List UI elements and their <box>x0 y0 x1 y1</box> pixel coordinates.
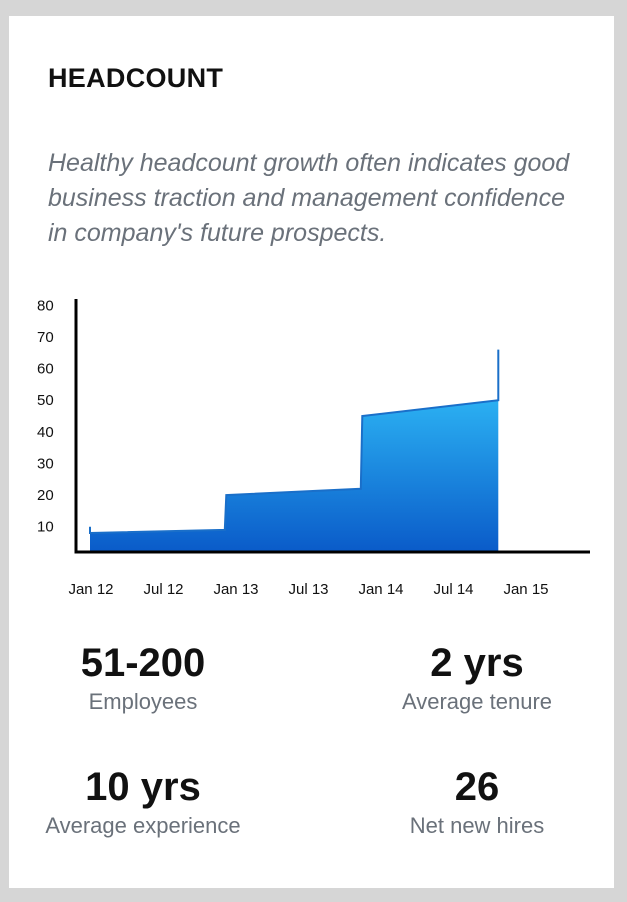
x-tick-label: Jan 14 <box>358 581 403 598</box>
x-tick-label: Jan 15 <box>503 581 548 598</box>
y-tick-label: 50 <box>37 392 54 409</box>
stat-net-new-hires-value: 26 <box>454 765 500 809</box>
stat-average-experience-label: Average experience <box>45 813 241 838</box>
headcount-card: HEADCOUNT Healthy headcount growth often… <box>9 16 614 888</box>
y-tick-label: 10 <box>37 519 54 536</box>
stat-net-new-hires: 26 Net new hires <box>347 764 607 840</box>
y-tick-label: 40 <box>37 424 54 441</box>
section-description: Healthy headcount growth often indicates… <box>48 149 570 247</box>
stat-employees-value: 51-200 <box>80 641 206 685</box>
section-title: HEADCOUNT <box>48 63 224 93</box>
y-tick-label: 70 <box>37 329 54 346</box>
headcount-chart: 10 20 30 40 50 60 70 80 Jan 12 Jul 12 Jan 13 Jul 1… <box>37 297 590 598</box>
x-tick-label: Jul 12 <box>143 581 183 598</box>
stat-average-tenure-label: Average tenure <box>401 689 553 714</box>
area-line <box>89 349 500 535</box>
area-fill <box>90 400 499 552</box>
stat-net-new-hires-label: Net new hires <box>409 813 545 838</box>
x-tick-label: Jan 12 <box>68 581 113 598</box>
stat-average-experience: 10 yrs Average experience <box>13 764 273 840</box>
y-tick-label: 60 <box>37 361 54 378</box>
x-tick-label: Jul 13 <box>288 581 328 598</box>
stat-average-experience-value: 10 yrs <box>85 765 201 809</box>
stat-employees-label: Employees <box>88 689 198 714</box>
y-tick-label: 80 <box>37 297 54 314</box>
stat-average-tenure-value: 2 yrs <box>430 641 524 685</box>
x-tick-label: Jan 13 <box>213 581 258 598</box>
y-tick-label: 20 <box>37 487 54 504</box>
y-tick-label: 30 <box>37 455 54 472</box>
x-tick-label: Jul 14 <box>433 581 473 598</box>
stat-average-tenure: 2 yrs Average tenure <box>347 640 607 716</box>
stat-employees: 51-200 Employees <box>13 640 273 716</box>
